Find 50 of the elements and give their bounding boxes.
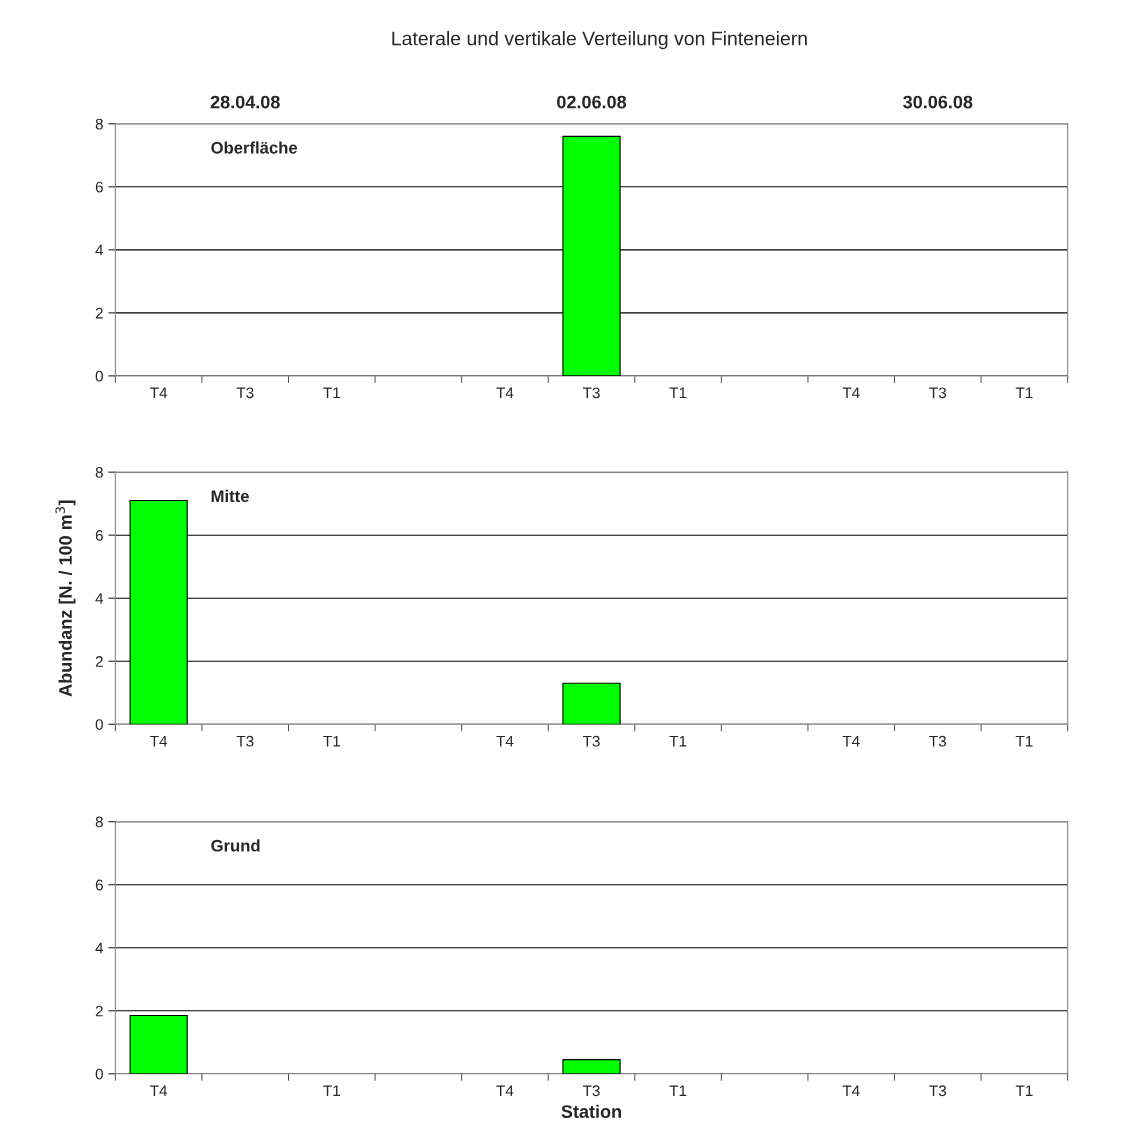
x-tick-label: T3: [236, 735, 254, 747]
text: Grund: [211, 839, 260, 852]
y-tick-label: 4: [95, 244, 104, 256]
x-tick-label: T1: [1015, 1085, 1033, 1096]
text: 02.06.08: [557, 95, 627, 109]
x-tick-label: T1: [1015, 735, 1033, 747]
y-tick-label: 0: [95, 719, 103, 730]
x-tick-label: T4: [842, 1085, 860, 1096]
x-tick-label: T3: [582, 387, 600, 399]
y-tick-label: 2: [95, 656, 103, 667]
y-tick-label: 2: [95, 1005, 103, 1017]
x-tick-label: T3: [929, 735, 947, 747]
x-tick-label: T3: [582, 1085, 600, 1097]
x-tick-label: T3: [236, 387, 254, 399]
y-tick-label: 6: [95, 879, 103, 891]
x-tick-label: T1: [669, 735, 687, 747]
x-tick-label: T4: [496, 1085, 514, 1096]
x-tick-label: T4: [842, 735, 860, 747]
y-tick-label: 2: [95, 307, 103, 319]
x-tick-label: T1: [323, 735, 340, 747]
x-tick-label: T1: [323, 1085, 340, 1096]
y-tick-label: 0: [95, 370, 103, 382]
x-tick-label: T4: [842, 387, 860, 399]
x-tick-label: T1: [669, 387, 687, 399]
y-tick-label: 8: [95, 816, 103, 828]
x-tick-label: T3: [929, 1085, 947, 1097]
x-tick-label: T4: [150, 735, 168, 747]
text: Oberfläche: [211, 141, 298, 154]
y-tick-label: 0: [95, 1068, 103, 1080]
y-tick-label: 6: [95, 181, 103, 193]
x-tick-label: T1: [323, 387, 340, 399]
text: Mitte: [211, 489, 249, 503]
x-tick-label: T1: [669, 1085, 687, 1096]
x-tick-label: T1: [1015, 387, 1033, 399]
x-tick-label: T4: [496, 735, 514, 747]
y-tick-label: 4: [95, 942, 104, 954]
y-tick-label: 4: [95, 593, 104, 604]
y-tick-label: 6: [95, 530, 103, 541]
x-tick-label: T3: [929, 387, 947, 399]
y-tick-label: 8: [95, 118, 103, 130]
x-tick-label: T3: [582, 735, 600, 747]
chart-title: Laterale und vertikale Verteilung von Finteneiern: [392, 31, 807, 50]
y-tick-label: 8: [95, 467, 103, 478]
text: 28.04.08: [210, 95, 280, 109]
y-axis-title: Abundanz [N. / 100 m$^{3}$]: [55, 500, 76, 697]
x-axis-title: Station: [561, 1104, 621, 1118]
x-tick-label: T4: [150, 1085, 168, 1096]
text: 30.06.08: [903, 95, 973, 109]
x-tick-label: T4: [496, 387, 514, 399]
x-tick-label: T4: [150, 387, 168, 399]
